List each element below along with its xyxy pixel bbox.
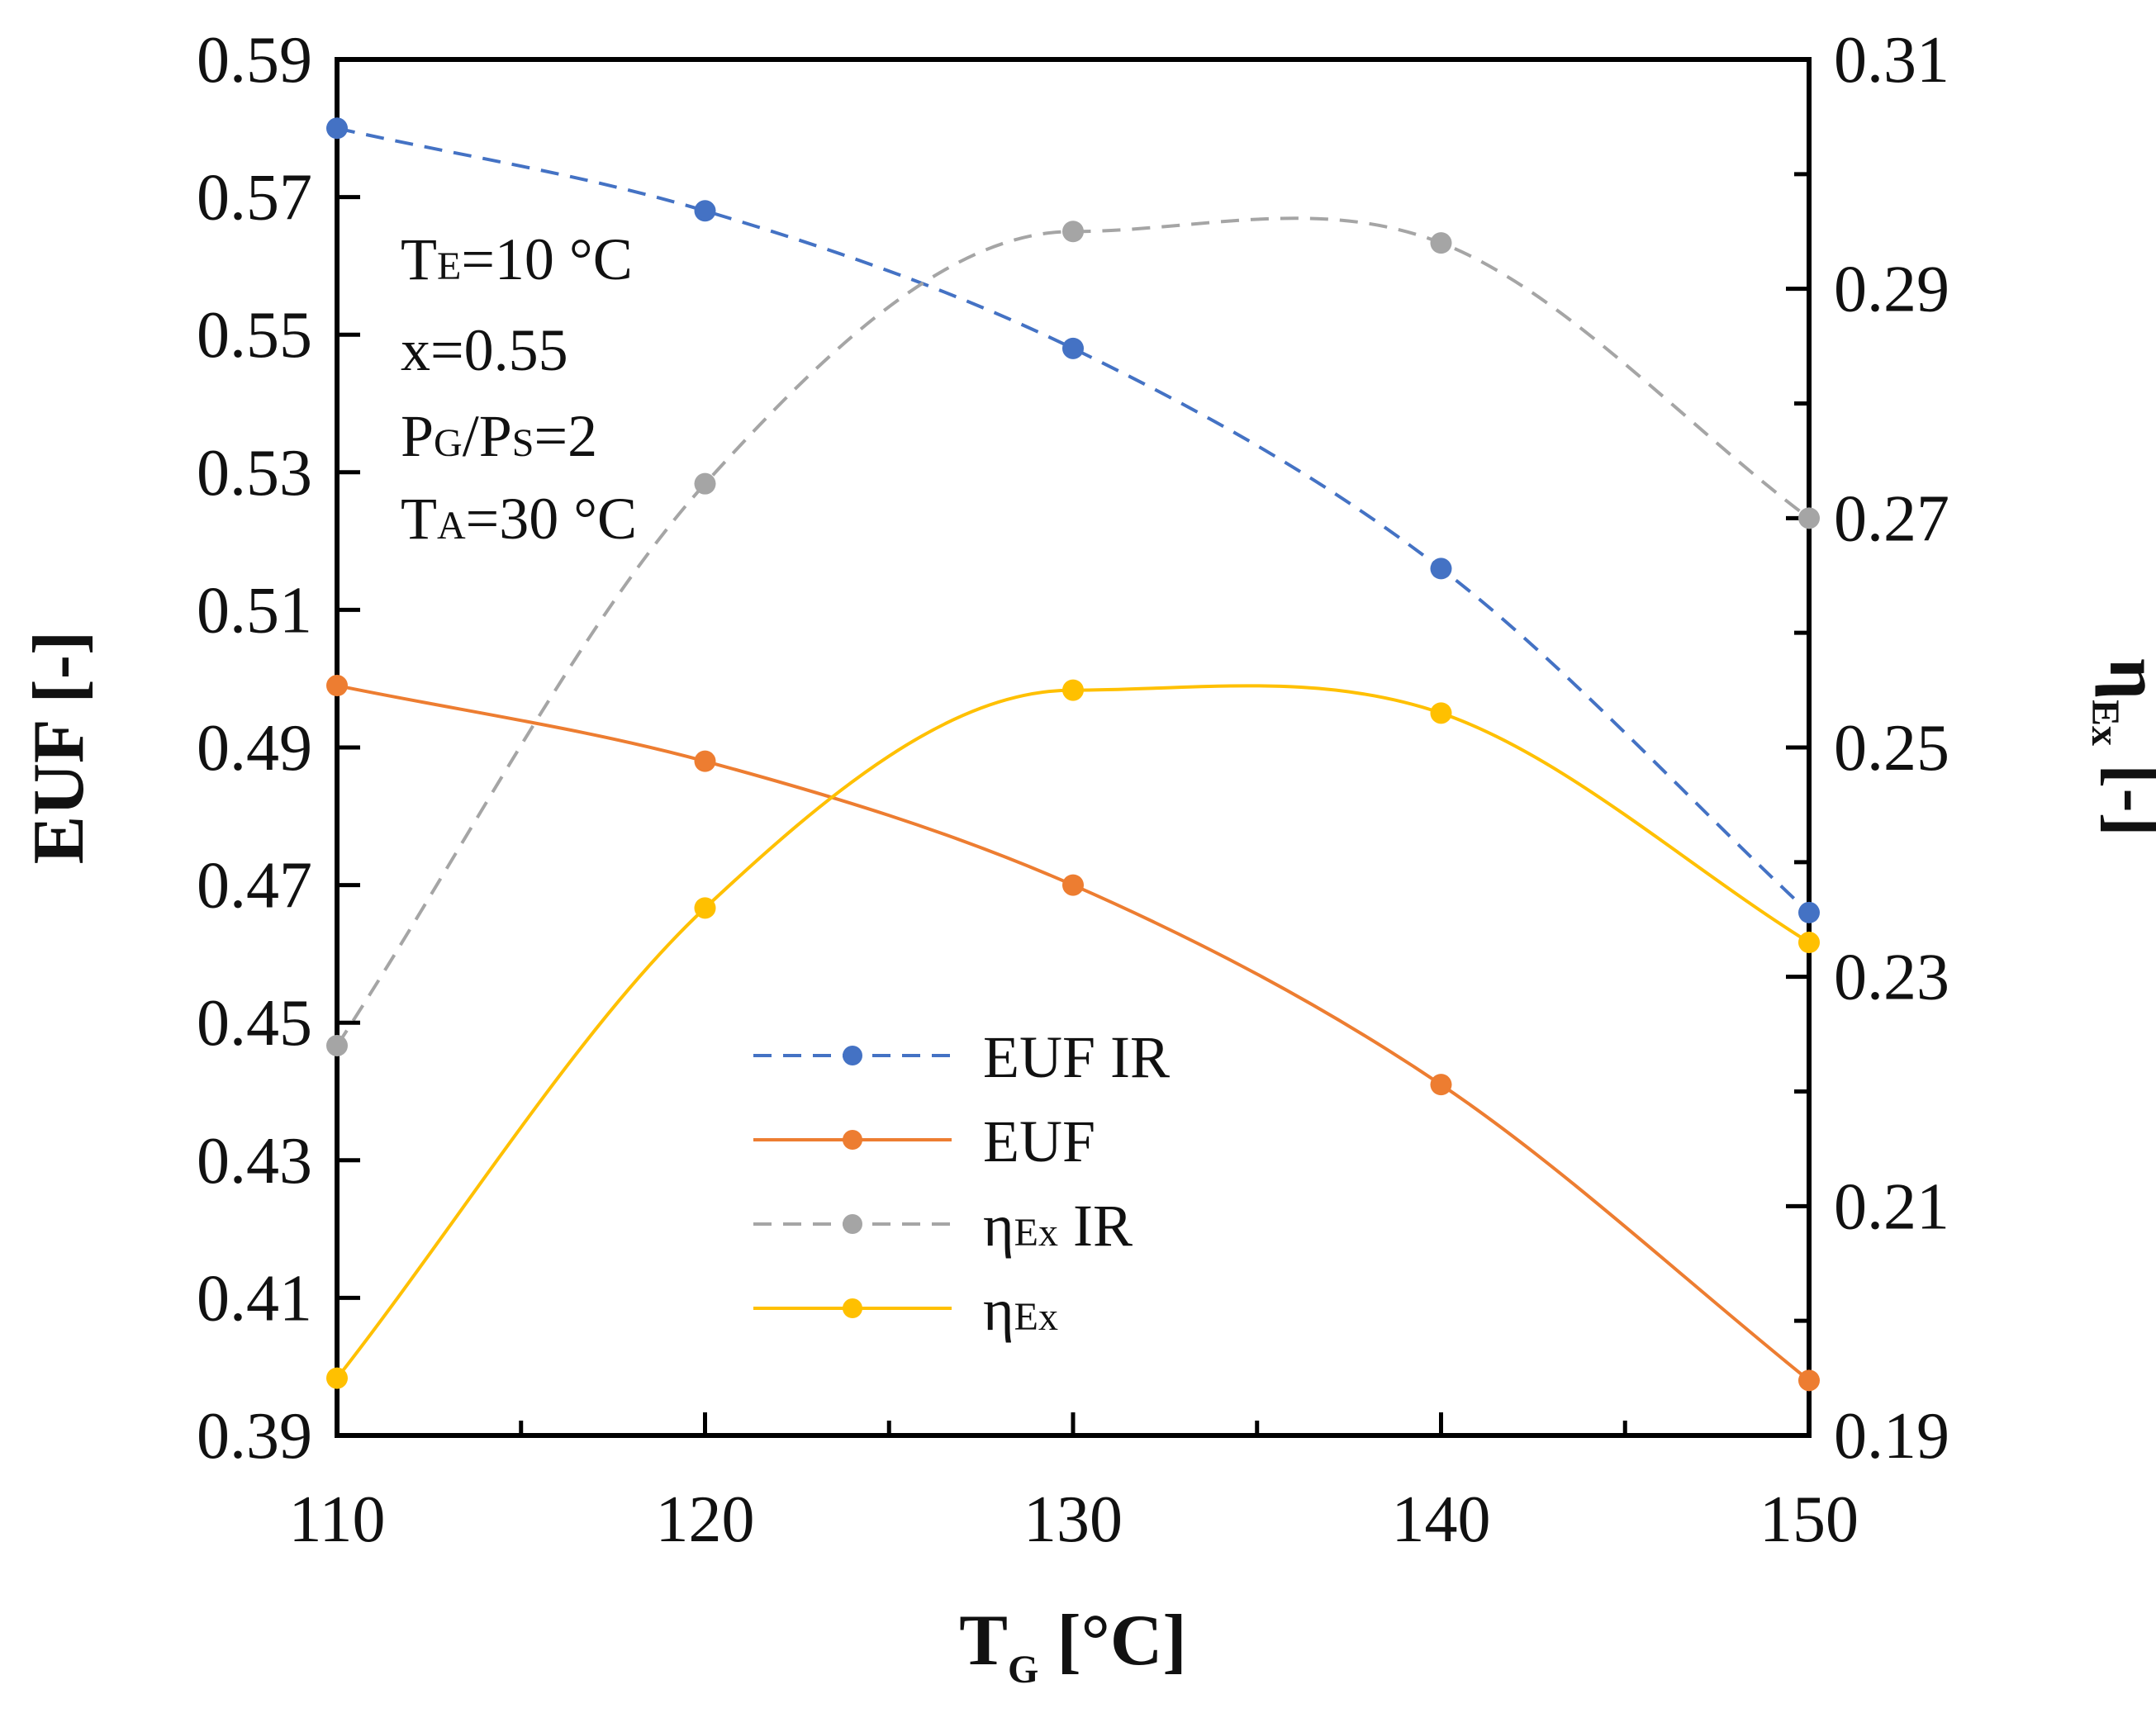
x-axis-title-main: T (959, 1601, 1008, 1681)
legend-label-main: η (983, 1193, 1014, 1259)
data-point-1 (1798, 1369, 1820, 1392)
legend-label: ηEx (983, 1277, 1058, 1343)
annotation-main: T (401, 486, 437, 552)
data-point-1 (1062, 874, 1084, 896)
x-tick-label: 140 (1392, 1483, 1491, 1556)
annotation-sub: E (437, 244, 461, 288)
y-left-tick-label: 0.49 (197, 712, 312, 785)
y-right-tick-label: 0.27 (1834, 482, 1949, 555)
x-tick-label: 120 (656, 1483, 755, 1556)
data-point-0 (1798, 901, 1820, 923)
data-point-0 (326, 117, 348, 140)
data-point-2 (1062, 221, 1084, 243)
y-right-tick-label: 0.29 (1834, 254, 1949, 326)
y-left-tick-label: 0.55 (197, 299, 312, 372)
legend-label-main: EUF (983, 1108, 1095, 1174)
data-point-0 (1430, 558, 1452, 580)
y-left-tick-label: 0.57 (197, 162, 312, 235)
y-left-tick-label: 0.53 (197, 437, 312, 510)
y-right-axis-title-main: η (2094, 658, 2156, 700)
y-left-tick-label: 0.47 (197, 850, 312, 923)
y-right-axis-title-unit: [-] (2094, 746, 2156, 837)
data-point-3 (694, 897, 716, 919)
annotation-sub2: S (512, 421, 534, 465)
annotation-main: P (401, 403, 434, 469)
legend-marker (843, 1046, 862, 1065)
y-left-tick-label: 0.45 (197, 987, 312, 1060)
legend-label-sub: Ex (1014, 1295, 1058, 1339)
x-tick-label: 110 (288, 1483, 385, 1556)
x-tick-label: 150 (1759, 1483, 1859, 1556)
data-point-1 (1430, 1074, 1452, 1096)
y-left-tick-label: 0.43 (197, 1125, 312, 1198)
legend-marker (843, 1130, 862, 1150)
x-axis-title: TG [°C] (959, 1601, 1186, 1692)
annotation-rest: =10 °C (461, 226, 632, 292)
legend-label-suffix: IR (1058, 1193, 1133, 1259)
x-tick-label: 130 (1023, 1483, 1123, 1556)
x-axis-title-unit: [°C] (1038, 1601, 1186, 1681)
series-line-3 (335, 684, 1811, 1379)
legend-label: EUF (983, 1108, 1095, 1174)
y-right-axis-title: ηEx [-] (2083, 658, 2156, 837)
legend-marker (843, 1298, 862, 1318)
y-left-tick-label: 0.39 (197, 1400, 312, 1473)
annotation-line: x=0.55 (401, 317, 568, 383)
y-right-tick-label: 0.23 (1834, 942, 1949, 1014)
data-point-1 (694, 750, 716, 772)
legend-marker (843, 1214, 862, 1234)
legend-label: EUF IR (983, 1024, 1170, 1090)
y-right-axis-title-sub: Ex (2083, 700, 2127, 746)
annotation-sub: G (434, 421, 463, 465)
data-point-2 (1798, 507, 1820, 529)
annotation-main: T (401, 226, 437, 292)
series-line-0 (336, 126, 1811, 914)
data-point-2 (1430, 232, 1452, 254)
data-point-2 (694, 472, 716, 495)
data-point-3 (1062, 679, 1084, 701)
data-point-3 (1430, 702, 1452, 724)
data-point-2 (326, 1034, 348, 1056)
y-right-tick-label: 0.19 (1834, 1400, 1949, 1473)
annotation-line: TE=10 °C (401, 226, 633, 292)
y-left-axis-title: EUF [-] (19, 631, 99, 865)
annotation-line: PG/PS=2 (401, 403, 597, 469)
y-left-tick-label: 0.51 (197, 574, 312, 647)
y-left-tick-label: 0.41 (197, 1262, 312, 1335)
y-right-tick-label: 0.31 (1834, 24, 1949, 97)
legend-label-sub: Ex (1014, 1211, 1058, 1255)
annotation-line: TA=30 °C (401, 486, 637, 552)
legend-label-main: η (983, 1277, 1014, 1343)
y-right-tick-label: 0.21 (1834, 1170, 1949, 1243)
legend-label: ηEx IR (983, 1193, 1133, 1259)
annotation-rest: =30 °C (466, 486, 637, 552)
data-point-0 (694, 200, 716, 222)
data-point-0 (1062, 337, 1084, 359)
data-point-1 (326, 675, 348, 697)
y-right-tick-label: 0.25 (1834, 712, 1949, 785)
x-axis-title-sub: G (1008, 1648, 1038, 1692)
annotation-main: x=0.55 (401, 317, 568, 383)
data-point-3 (326, 1367, 348, 1389)
legend-label-main: EUF IR (983, 1024, 1170, 1090)
data-point-3 (1798, 932, 1820, 954)
annotation-rest: /P (463, 403, 512, 469)
annotation-sub: A (437, 504, 466, 548)
annotation-rest2: =2 (534, 403, 597, 469)
y-left-tick-label: 0.59 (197, 24, 312, 97)
